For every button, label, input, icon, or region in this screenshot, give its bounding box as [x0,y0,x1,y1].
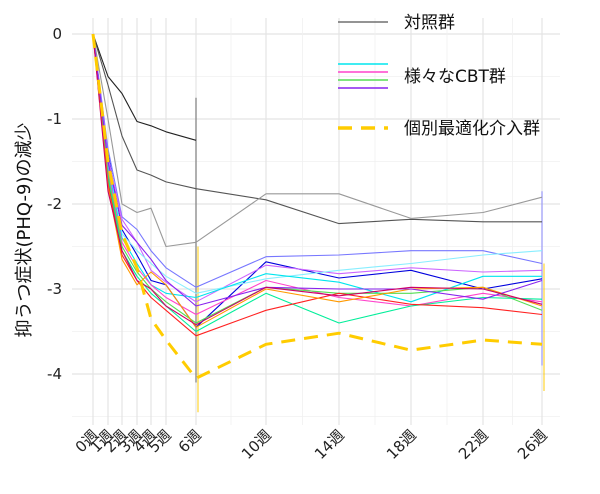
series-line-cbt [92,33,543,328]
series-lines [91,33,543,380]
series-line-control [92,33,542,225]
series-line-cbt [92,33,543,288]
series-line-control [92,33,197,141]
y-tick-label: -2 [47,195,62,213]
error-bars [195,97,545,413]
x-tick-label: 10週 [238,426,275,463]
x-tick-label: 18週 [383,426,420,463]
x-tick-label: 6週 [175,426,205,456]
legend-label-control: 対照群 [404,13,455,33]
y-tick-label: -3 [47,280,62,298]
x-tick-label: 26週 [514,426,551,463]
y-tick-label: -4 [47,365,62,383]
legend-label-optimized: 個別最適化介入群 [404,119,540,139]
series-line-cbt [92,33,543,326]
y-tick-label: -1 [47,110,62,128]
series-line-cbt [92,33,543,303]
series-line-optimized [91,33,543,380]
series-line-cbt [92,33,543,324]
x-tick-label: 22週 [455,426,492,463]
y-tick-label: 0 [52,25,62,43]
series-line-cbt [92,33,543,307]
y-axis-label: 抑うつ症状(PHQ-9)の減少 [14,122,35,337]
legend-label-cbt: 様々なCBT群 [404,67,506,87]
series-line-control [92,33,543,248]
x-tick-label: 14週 [311,426,348,463]
y-ticks: 0 -1 -2 -3 -4 [47,25,62,383]
